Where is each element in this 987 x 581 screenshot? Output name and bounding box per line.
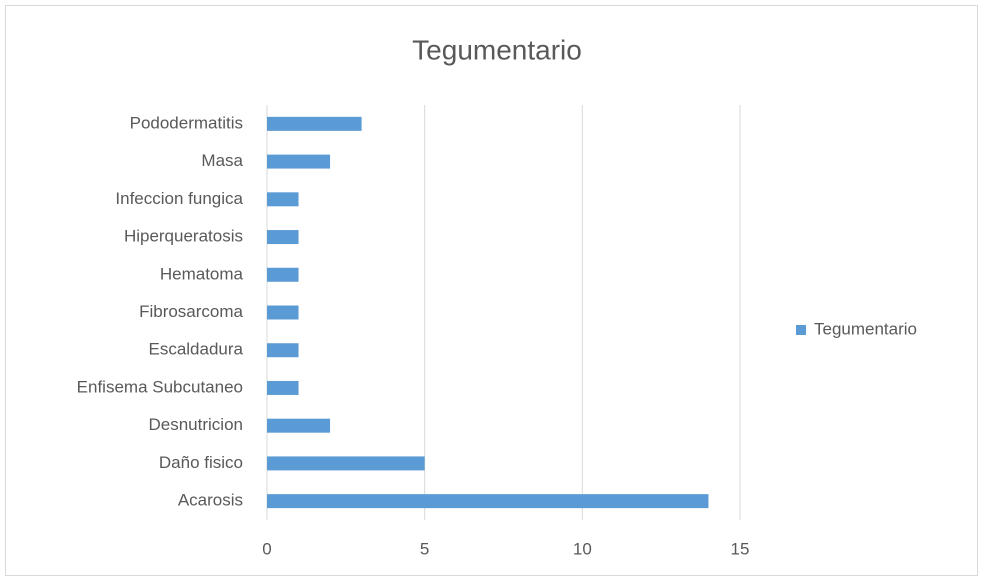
y-tick-label: Infeccion fungica xyxy=(115,189,243,208)
x-tick-label: 5 xyxy=(420,539,429,558)
bar xyxy=(267,192,299,207)
bar xyxy=(267,267,299,282)
bar xyxy=(267,418,331,433)
legend-swatch xyxy=(796,325,806,335)
bar xyxy=(267,380,299,395)
x-tick-label: 0 xyxy=(262,539,271,558)
bar xyxy=(267,230,299,245)
bar xyxy=(267,343,299,358)
y-tick-label: Escaldadura xyxy=(148,340,243,359)
y-tick-label: Desnutricion xyxy=(149,415,244,434)
bar xyxy=(267,154,331,169)
chart-title: Tegumentario xyxy=(412,34,582,65)
bar xyxy=(267,116,362,131)
y-tick-label: Hiperqueratosis xyxy=(124,227,243,246)
chart-frame xyxy=(5,5,978,576)
y-tick-label: Acarosis xyxy=(178,491,243,510)
y-tick-label: Daño fisico xyxy=(159,453,243,472)
y-tick-label: Masa xyxy=(201,151,243,170)
bar xyxy=(267,494,709,509)
bar xyxy=(267,456,425,471)
y-tick-label: Enfisema Subcutaneo xyxy=(77,377,243,396)
y-tick-label: Fibrosarcoma xyxy=(139,302,243,321)
bar xyxy=(267,305,299,320)
y-tick-label: Pododermatitis xyxy=(130,113,243,132)
x-tick-label: 10 xyxy=(573,539,592,558)
legend-label: Tegumentario xyxy=(814,319,917,338)
y-tick-label: Hematoma xyxy=(160,264,244,283)
x-tick-label: 15 xyxy=(731,539,750,558)
